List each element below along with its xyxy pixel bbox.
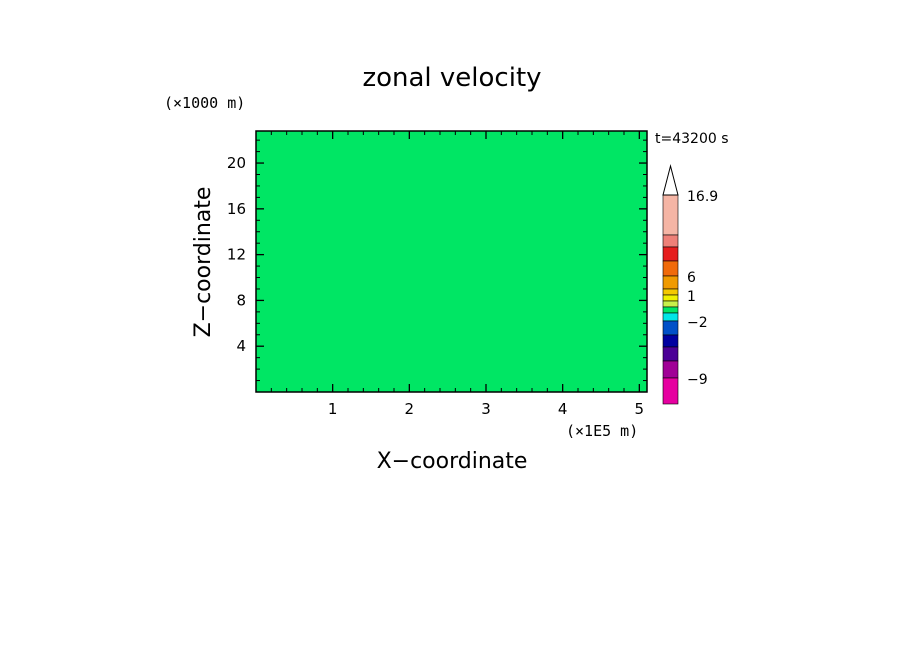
time-label: t=43200 s xyxy=(655,131,729,147)
colorbar-segment xyxy=(662,306,679,314)
y-unit-label: (×1000 m) xyxy=(164,94,245,112)
y-tick-label: 12 xyxy=(227,246,246,264)
chart-title: zonal velocity xyxy=(362,63,541,93)
plot-frame xyxy=(255,130,648,393)
colorbar-tick-label: −2 xyxy=(687,315,708,331)
y-tick-label: 16 xyxy=(227,200,246,218)
x-unit-label: (×1E5 m) xyxy=(566,422,638,440)
y-axis: 4 8 12 16 20 xyxy=(227,139,647,382)
colorbar-extend-arrow xyxy=(662,164,679,196)
colorbar-segment xyxy=(662,275,679,290)
colorbar-tick-label: 6 xyxy=(687,270,696,286)
y-axis-label: Z−coordinate xyxy=(191,187,216,338)
colorbar-tick-label: 16.9 xyxy=(687,189,718,205)
colorbar-segment xyxy=(662,320,679,336)
colorbar-segment xyxy=(662,377,679,405)
y-tick-label: 20 xyxy=(227,154,246,172)
x-tick-label: 4 xyxy=(558,400,568,418)
colorbar-tick-label: 1 xyxy=(687,289,696,305)
colorbar-segment xyxy=(662,294,679,302)
colorbar-segment xyxy=(662,300,679,308)
colorbar-segment xyxy=(662,334,679,348)
colorbar-tick-label: −9 xyxy=(687,372,708,388)
x-tick-label: 3 xyxy=(481,400,491,418)
x-axis-label: X−coordinate xyxy=(377,449,528,474)
colorbar-segment xyxy=(662,246,679,262)
colorbar-segment xyxy=(662,260,679,277)
field-background xyxy=(256,131,647,392)
colorbar-segment xyxy=(662,234,679,248)
colorbar-segment xyxy=(662,312,679,322)
colorbar: 16.9 6 1 −2 −9 xyxy=(662,164,718,405)
colorbar-segment xyxy=(662,346,679,362)
x-tick-label: 2 xyxy=(405,400,415,418)
colorbar-segment xyxy=(662,360,679,379)
colorbar-segment xyxy=(662,288,679,296)
y-tick-label: 4 xyxy=(236,337,246,355)
y-tick-label: 8 xyxy=(236,291,246,309)
x-axis: 1 2 3 4 5 xyxy=(270,131,645,418)
x-tick-label: 5 xyxy=(635,400,645,418)
contour-field xyxy=(256,131,647,392)
x-tick-label: 1 xyxy=(328,400,338,418)
colorbar-segment xyxy=(662,194,679,236)
